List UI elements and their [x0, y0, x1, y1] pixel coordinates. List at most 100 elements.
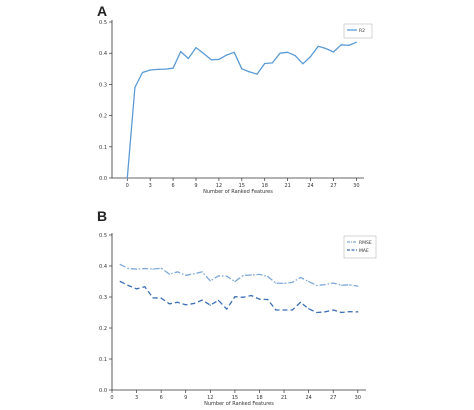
- chart-b-x-tick-label: 27: [330, 395, 336, 401]
- chart-b-x-tick-label: 15: [232, 395, 238, 401]
- chart-b-series-mae-point: [185, 304, 187, 306]
- chart-b-y-tick-label: 0.0: [99, 388, 107, 394]
- chart-b-series-rmse-point: [324, 284, 326, 286]
- chart-b-series-rmse-point: [250, 274, 252, 276]
- chart-b-series-mae-point: [176, 301, 179, 303]
- chart-a-series-r2-point: [279, 52, 281, 54]
- chart-a-series-r2-point: [271, 62, 273, 64]
- chart-a-series-r2-point: [332, 51, 335, 53]
- chart-a-x-tick-label: 24: [307, 183, 313, 189]
- chart-a-series-r2-point: [203, 52, 205, 55]
- chart-b-series-mae-point: [332, 309, 334, 311]
- chart-b-series-mae-point: [201, 299, 203, 301]
- chart-a-series-r2-point: [317, 45, 319, 47]
- chart-b-series-rmse-point: [176, 271, 179, 273]
- chart-b-legend-box: [343, 235, 377, 259]
- chart-b-series-rmse-point: [340, 284, 342, 286]
- chart-b-series-mae-point: [291, 309, 293, 311]
- panel-a-label: A: [97, 3, 108, 19]
- chart-b-series-mae-point: [340, 311, 342, 314]
- chart-a-series-r2-point: [164, 68, 167, 70]
- chart-a-series-r2-point: [218, 58, 220, 61]
- chart-b-x-tick-label: 30: [355, 395, 361, 401]
- chart-a-x-tick-label: 21: [284, 183, 290, 189]
- chart-b-series-rmse-point: [193, 273, 195, 275]
- chart-a-x-tick-label: 15: [239, 183, 245, 189]
- chart-b-y-tick-label: 0.5: [99, 233, 107, 239]
- chart-b-series-mae-point: [275, 309, 277, 311]
- chart-a-series-r2-point: [195, 47, 197, 49]
- chart-b-x-tick-label: 24: [305, 395, 311, 401]
- chart-a-y-tick-label: 0.5: [99, 20, 107, 26]
- chart-b-series-rmse-point: [357, 285, 359, 287]
- chart-a-series-r2-point: [157, 68, 159, 70]
- chart-b-series-rmse-point: [152, 268, 154, 270]
- chart-b-series-mae-point: [168, 303, 170, 305]
- chart-a-y-tick-label: 0.0: [99, 176, 107, 182]
- chart-a-y-tick-label: 0.2: [99, 114, 107, 120]
- chart-a-series-r2-point: [180, 51, 182, 53]
- chart-b-x-tick-label: 3: [135, 395, 138, 401]
- chart-b-series-rmse-point: [209, 280, 211, 282]
- chart-a-y-tick-label: 0.1: [99, 145, 107, 151]
- chart-b-x-tick-label: 0: [110, 395, 113, 401]
- chart-b-series-rmse-point: [119, 263, 121, 265]
- chart-a-series-r2-point: [172, 67, 174, 69]
- chart-b-series-mae-point: [193, 302, 195, 305]
- chart-b-series-mae-point: [349, 311, 351, 313]
- chart-b-series-rmse-point: [234, 280, 236, 283]
- chart-a-legend-label: R2: [359, 28, 365, 34]
- chart-b-series-rmse-point: [136, 268, 138, 270]
- chart-b-series-rmse-point: [127, 267, 129, 270]
- chart-b-legend-label: RMSE: [359, 240, 372, 246]
- chart-b-series-mae-point: [217, 299, 220, 301]
- chart-a-x-tick-label: 6: [171, 183, 174, 189]
- chart-a-series-r2-point: [264, 62, 266, 65]
- chart-b-series-mae-point: [127, 284, 129, 287]
- chart-a-series-r2-point: [233, 51, 235, 53]
- chart-a-series-r2-point: [256, 73, 258, 75]
- chart-b-series-rmse-point: [160, 267, 162, 269]
- chart-a-y-tick-label: 0.4: [99, 51, 107, 57]
- chart-b-series-mae-point: [119, 280, 121, 283]
- chart-a-series-r2-point: [126, 177, 128, 179]
- chart-b-y-tick-label: 0.4: [99, 264, 107, 270]
- chart-b-series-rmse-line: [119, 263, 358, 287]
- chart-b-series-mae-point: [250, 294, 252, 297]
- chart-a-series-r2-point: [134, 86, 136, 89]
- chart-a-x-tick-label: 3: [149, 183, 152, 189]
- chart-a-series-r2-point: [355, 41, 357, 43]
- chart-b-x-tick-label: 12: [207, 395, 213, 401]
- chart-a-series-r2-point: [187, 57, 189, 60]
- chart-a-series-r2-point: [287, 51, 289, 53]
- chart-a-series-r2-point: [210, 59, 212, 61]
- chart-b-legend-label: MAE: [359, 248, 369, 254]
- chart-b-x-tick-label: 21: [281, 395, 287, 401]
- chart-a-series-r2-point: [149, 69, 151, 71]
- chart-a-x-tick-label: 0: [126, 183, 129, 189]
- chart-a-series-r2-point: [225, 54, 228, 56]
- chart-a-series-r2-point: [325, 47, 327, 50]
- chart-b-series-mae-point: [357, 311, 359, 313]
- chart-b-series-mae-point: [308, 308, 310, 310]
- chart-b-series-mae-point: [299, 301, 302, 303]
- chart-b-series-mae-point: [226, 308, 228, 310]
- chart-b-series-mae-point: [283, 309, 285, 311]
- chart-b-series-rmse-point: [168, 273, 170, 275]
- chart-a-series-r2-point: [302, 63, 304, 65]
- chart-a-series-r2-point: [141, 71, 144, 74]
- chart-b-series-rmse-point: [144, 267, 146, 270]
- chart-a-series-r2-point: [248, 71, 251, 73]
- chart-b-series-mae-point: [324, 311, 326, 313]
- chart-b-series-rmse-point: [201, 271, 203, 273]
- chart-b-series-rmse-point: [226, 275, 228, 277]
- chart-b-x-tick-label: 18: [256, 395, 262, 401]
- chart-a-series-r2-point: [309, 56, 312, 58]
- chart-b-series-rmse-point: [332, 282, 334, 284]
- chart-b-y-tick-label: 0.3: [99, 295, 107, 301]
- chart-a-series-r2-point: [348, 44, 350, 47]
- chart-a-x-tick-label: 18: [262, 183, 268, 189]
- chart-b-series-rmse-point: [217, 275, 220, 277]
- chart-a-series-r2-point: [340, 44, 342, 46]
